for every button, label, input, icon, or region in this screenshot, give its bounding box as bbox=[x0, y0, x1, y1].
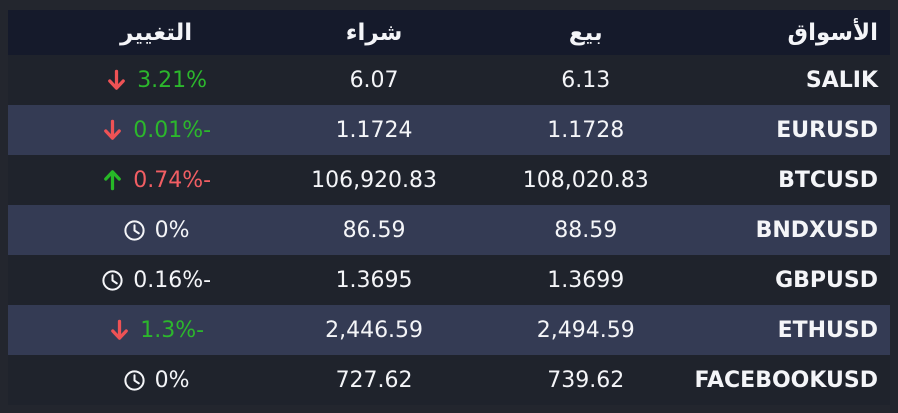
buy-value: 727.62 bbox=[335, 367, 413, 393]
clock-icon bbox=[123, 369, 146, 392]
change-value: 0.74%- bbox=[133, 167, 212, 193]
buy-value: 1.3695 bbox=[335, 267, 413, 293]
header-buy: شراء bbox=[345, 19, 403, 46]
change-cell: 0.16%- bbox=[8, 268, 268, 293]
buy-value: 86.59 bbox=[342, 217, 406, 243]
buy-value: 106,920.83 bbox=[311, 167, 438, 193]
market-name: EURUSD bbox=[776, 117, 878, 143]
clock-icon bbox=[101, 269, 124, 292]
change-cell: 0% bbox=[8, 368, 268, 393]
arrow-down-icon bbox=[108, 317, 131, 343]
change-cell: 1.3%- bbox=[8, 317, 268, 343]
sell-value: 108,020.83 bbox=[522, 167, 649, 193]
market-table: الأسواق بيع شراء التغيير SALIK 6.13 6.07… bbox=[8, 10, 890, 405]
header-change: التغيير bbox=[120, 19, 193, 46]
change-value: 0.01%- bbox=[133, 117, 212, 143]
table-row[interactable]: BNDXUSD 88.59 86.59 0% bbox=[8, 205, 890, 255]
sell-value: 1.3699 bbox=[547, 267, 625, 293]
table-row[interactable]: GBPUSD 1.3699 1.3695 0.16%- bbox=[8, 255, 890, 305]
change-cell: 0.01%- bbox=[8, 117, 268, 143]
sell-value: 1.1728 bbox=[547, 117, 625, 143]
sell-value: 88.59 bbox=[554, 217, 618, 243]
change-cell: 3.21% bbox=[8, 67, 268, 93]
arrow-down-icon bbox=[101, 117, 124, 143]
change-cell: 0.74%- bbox=[8, 167, 268, 193]
change-value: 0% bbox=[154, 367, 190, 393]
buy-value: 2,446.59 bbox=[325, 317, 424, 343]
header-sell: بيع bbox=[568, 19, 603, 46]
arrow-down-icon bbox=[105, 67, 128, 93]
change-value: 3.21% bbox=[137, 67, 208, 93]
table-row[interactable]: ETHUSD 2,494.59 2,446.59 1.3%- bbox=[8, 305, 890, 355]
buy-value: 6.07 bbox=[349, 67, 399, 93]
table-row[interactable]: BTCUSD 108,020.83 106,920.83 0.74%- bbox=[8, 155, 890, 205]
market-name: ETHUSD bbox=[777, 317, 878, 343]
sell-value: 739.62 bbox=[547, 367, 625, 393]
table-row[interactable]: FACEBOOKUSD 739.62 727.62 0% bbox=[8, 355, 890, 405]
table-header-row: الأسواق بيع شراء التغيير bbox=[8, 10, 890, 55]
arrow-up-icon bbox=[101, 167, 124, 193]
table-row[interactable]: SALIK 6.13 6.07 3.21% bbox=[8, 55, 890, 105]
table-body: SALIK 6.13 6.07 3.21% EURUSD 1.1728 1.17… bbox=[8, 55, 890, 405]
sell-value: 6.13 bbox=[561, 67, 611, 93]
change-value: 1.3%- bbox=[140, 317, 205, 343]
market-name: SALIK bbox=[805, 67, 878, 93]
clock-icon bbox=[123, 219, 146, 242]
change-cell: 0% bbox=[8, 218, 268, 243]
buy-value: 1.1724 bbox=[335, 117, 413, 143]
sell-value: 2,494.59 bbox=[536, 317, 635, 343]
market-name: FACEBOOKUSD bbox=[694, 367, 878, 393]
header-markets: الأسواق bbox=[787, 19, 879, 46]
market-name: GBPUSD bbox=[775, 267, 878, 293]
market-name: BTCUSD bbox=[778, 167, 878, 193]
change-value: 0% bbox=[154, 217, 190, 243]
change-value: 0.16%- bbox=[133, 267, 212, 293]
market-name: BNDXUSD bbox=[755, 217, 878, 243]
table-row[interactable]: EURUSD 1.1728 1.1724 0.01%- bbox=[8, 105, 890, 155]
